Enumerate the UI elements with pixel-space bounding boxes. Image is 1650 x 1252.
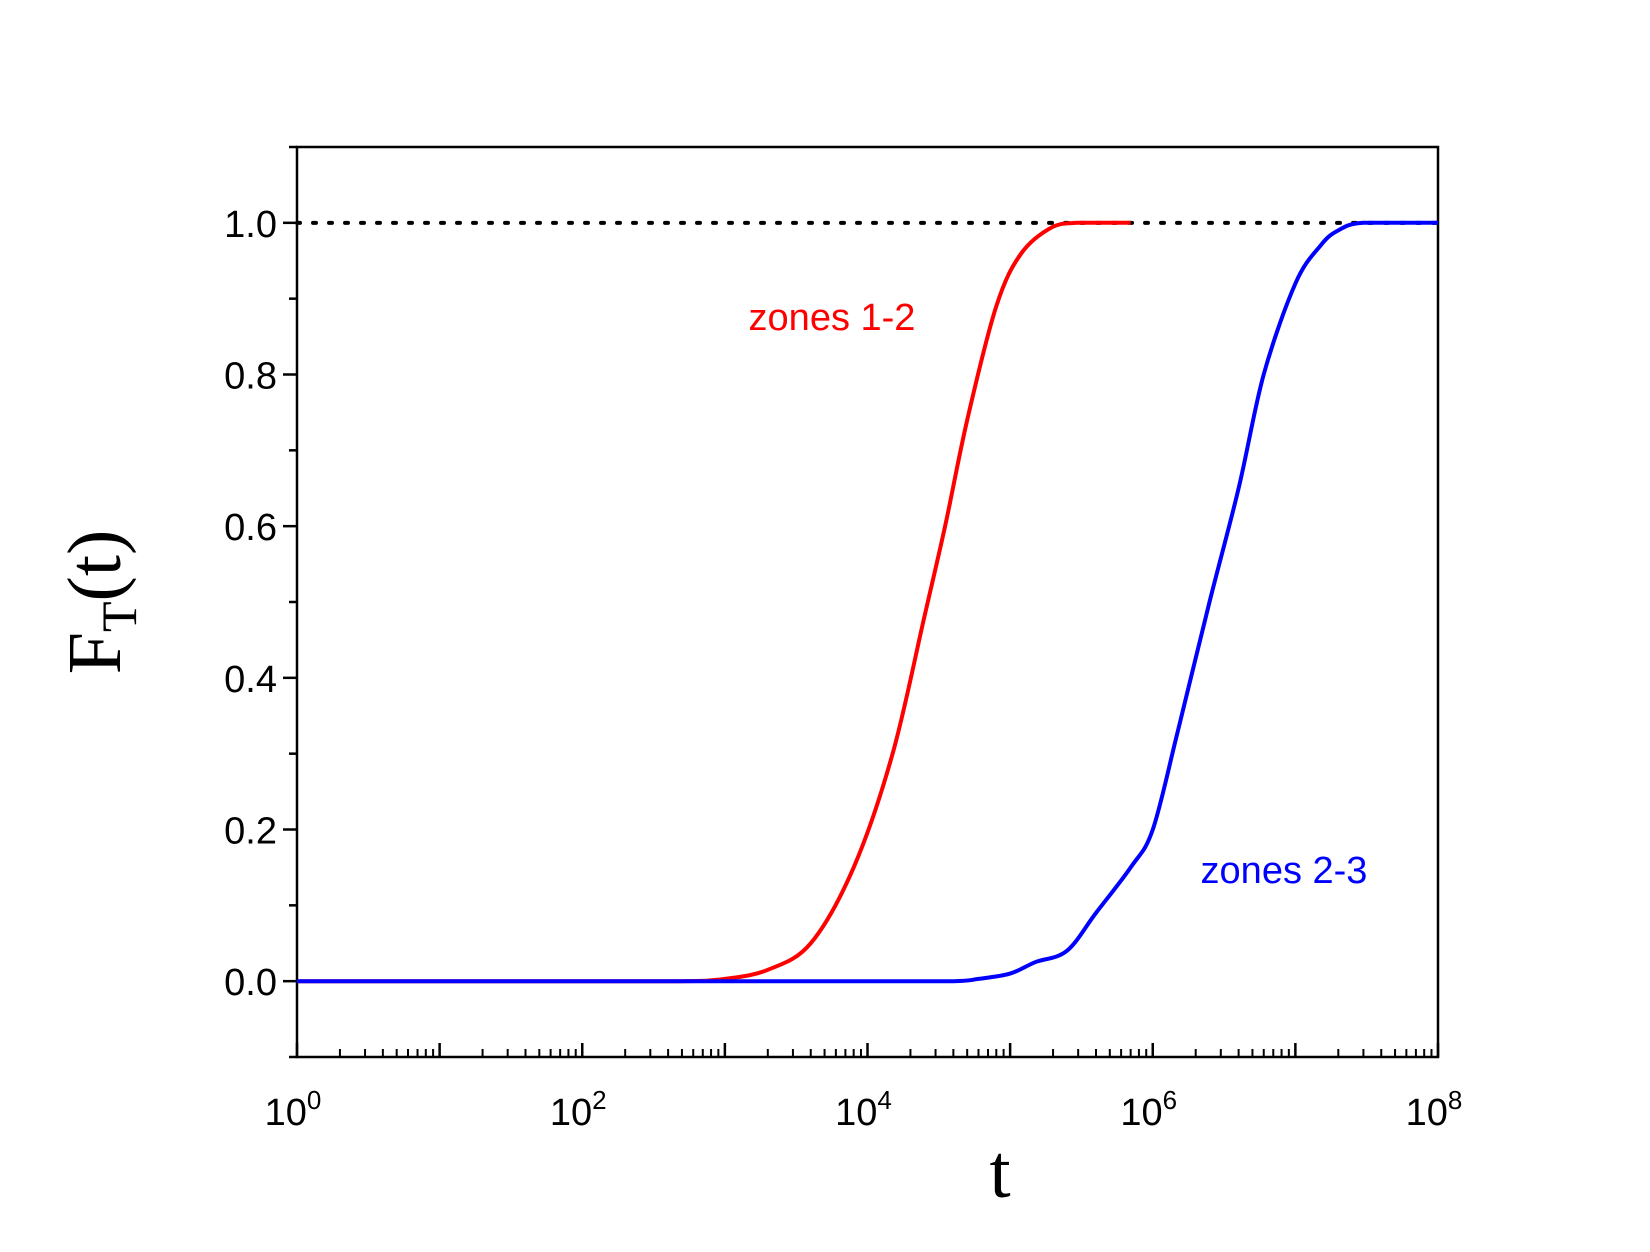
x-tick-base: 10	[835, 1092, 877, 1134]
x-tick-label: 108	[1406, 1085, 1463, 1134]
y-axis-title-tail: (t)	[53, 530, 137, 602]
x-axis-title: t	[989, 1130, 1010, 1214]
plot-frame	[295, 145, 1440, 1059]
y-tick-label: 0.6	[224, 507, 277, 549]
series-label-zones-2-3: zones 2-3	[1201, 850, 1368, 892]
x-tick-exponent: 4	[877, 1085, 891, 1115]
x-tick-label: 100	[265, 1085, 322, 1134]
x-tick-label: 102	[550, 1085, 607, 1134]
axis-ticks	[283, 145, 1440, 1059]
y-axis-title-main: F	[53, 632, 137, 674]
x-tick-exponent: 8	[1448, 1085, 1462, 1115]
y-axis-title: FT(t)	[53, 530, 147, 675]
x-tick-exponent: 6	[1163, 1085, 1177, 1115]
x-tick-base: 10	[1120, 1092, 1162, 1134]
series-line-zones-1-2	[297, 220, 1131, 984]
series-line-zones-2-3	[297, 220, 1438, 984]
series-group	[297, 220, 1438, 984]
x-tick-exponent: 2	[592, 1085, 606, 1115]
x-tick-base: 10	[265, 1092, 307, 1134]
y-tick-label: 0.4	[224, 659, 277, 701]
x-tick-base: 10	[550, 1092, 592, 1134]
y-axis-title-sub: T	[91, 601, 147, 632]
y-tick-label: 1.0	[224, 204, 277, 246]
x-tick-label: 106	[1120, 1085, 1177, 1134]
series-label-zones-1-2: zones 1-2	[749, 297, 916, 339]
x-tick-base: 10	[1406, 1092, 1448, 1134]
svg-text:FT(t): FT(t)	[53, 530, 147, 675]
x-tick-label: 104	[835, 1085, 892, 1134]
x-tick-exponent: 0	[307, 1085, 321, 1115]
y-tick-label: 0.2	[224, 811, 277, 853]
y-tick-label: 0.0	[224, 962, 277, 1004]
y-tick-label: 0.8	[224, 356, 277, 398]
